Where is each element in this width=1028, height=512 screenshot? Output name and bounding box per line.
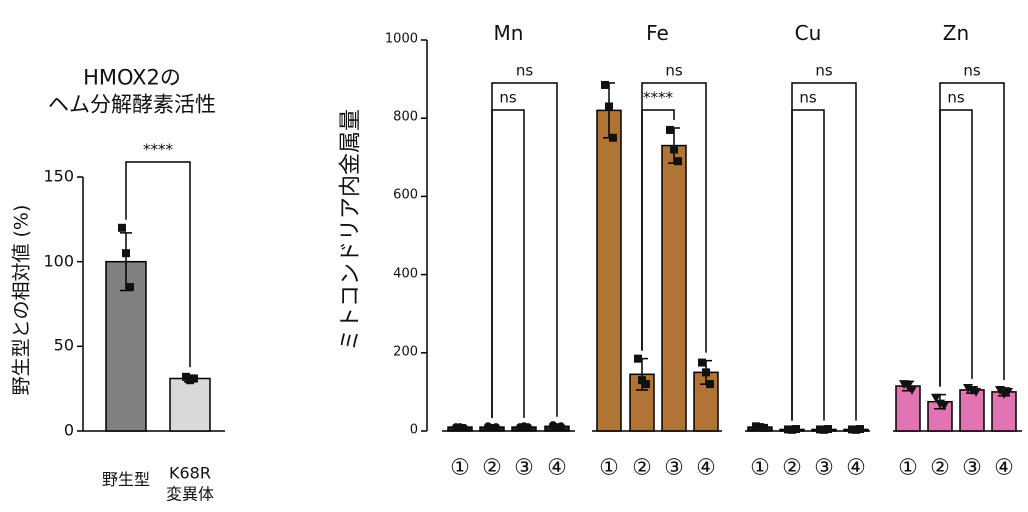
data-point bbox=[698, 358, 706, 367]
data-point bbox=[792, 425, 800, 434]
x-tick-label: ④ bbox=[696, 455, 716, 481]
x-tick-label: ② bbox=[930, 455, 950, 481]
y-tick-label: 150 bbox=[43, 166, 74, 186]
significance-bracket bbox=[939, 82, 1005, 387]
significance-bracket bbox=[791, 109, 825, 421]
significance-label: ns bbox=[665, 61, 683, 80]
group-label: Mn bbox=[493, 21, 524, 45]
data-point bbox=[856, 425, 864, 434]
significance-label: **** bbox=[143, 140, 173, 159]
data-point bbox=[126, 283, 134, 292]
data-point bbox=[760, 423, 768, 432]
y-tick-label: 200 bbox=[393, 344, 418, 360]
x-tick-label: ④ bbox=[846, 455, 866, 481]
x-tick-label: ① bbox=[599, 455, 619, 481]
significance-bracket bbox=[641, 82, 707, 353]
chart-title: HMOX2の ヘム分解酵素活性 bbox=[48, 65, 216, 117]
significance-label: ns bbox=[947, 88, 965, 107]
x-tick-label: ③ bbox=[664, 455, 684, 481]
x-tick-label: ① bbox=[898, 455, 918, 481]
data-point bbox=[702, 368, 710, 377]
significance-label: ns bbox=[499, 88, 517, 107]
y-tick-label: 400 bbox=[393, 266, 418, 282]
significance-bracket bbox=[791, 82, 857, 421]
data-point bbox=[524, 423, 532, 432]
data-point bbox=[118, 223, 126, 232]
x-tick-label: ④ bbox=[994, 455, 1014, 481]
x-tick-label: ③ bbox=[962, 455, 982, 481]
bar bbox=[661, 144, 687, 432]
data-point bbox=[634, 354, 642, 363]
data-point bbox=[666, 125, 674, 134]
x-tick-label: ③ bbox=[514, 455, 534, 481]
y-tick-label: 1000 bbox=[384, 31, 418, 47]
data-point bbox=[557, 422, 565, 431]
significance-bracket bbox=[939, 109, 973, 387]
bar bbox=[596, 109, 622, 432]
data-point bbox=[601, 80, 609, 89]
data-point bbox=[674, 157, 682, 166]
significance-label: ns bbox=[515, 61, 534, 80]
data-point bbox=[907, 385, 917, 395]
data-point bbox=[1003, 387, 1013, 397]
y-axis-label: 野生型との相対値 (%) bbox=[10, 204, 33, 396]
bar bbox=[169, 377, 211, 432]
y-tick-label: 0 bbox=[63, 420, 74, 440]
x-tick-label: ③ bbox=[814, 455, 834, 481]
y-tick-label: 50 bbox=[53, 335, 74, 355]
data-point bbox=[971, 387, 981, 397]
data-point bbox=[605, 102, 613, 111]
data-point bbox=[460, 423, 468, 432]
x-tick-label: 野生型 bbox=[101, 469, 151, 489]
x-tick-label: ② bbox=[782, 455, 802, 481]
data-point bbox=[609, 133, 617, 142]
data-point bbox=[670, 145, 678, 154]
group-label: Fe bbox=[646, 21, 669, 45]
group-label: Zn bbox=[942, 21, 970, 45]
bar bbox=[959, 389, 985, 432]
y-axis-label: ミトコンドリア内金属量 bbox=[338, 108, 364, 352]
significance-bracket bbox=[125, 161, 191, 368]
y-tick-label: 600 bbox=[393, 187, 418, 203]
data-point bbox=[939, 401, 949, 411]
y-tick-label: 800 bbox=[393, 109, 418, 125]
data-point bbox=[824, 425, 832, 434]
y-tick-label: 0 bbox=[409, 422, 418, 438]
group-label: Cu bbox=[794, 21, 822, 45]
data-point bbox=[190, 374, 198, 383]
significance-label: ns bbox=[799, 88, 817, 107]
x-tick-label: K68R 変異体 bbox=[165, 463, 215, 504]
significance-label: ns bbox=[963, 61, 981, 80]
y-tick-label: 100 bbox=[43, 251, 74, 271]
x-tick-label: ① bbox=[450, 455, 470, 481]
x-tick-label: ④ bbox=[547, 455, 567, 481]
x-tick-label: ② bbox=[632, 455, 652, 481]
data-point bbox=[931, 393, 941, 403]
data-point bbox=[492, 423, 500, 432]
significance-bracket bbox=[491, 109, 525, 418]
significance-bracket bbox=[491, 82, 558, 418]
x-tick-label: ① bbox=[750, 455, 770, 481]
significance-label: **** bbox=[643, 88, 673, 107]
data-point bbox=[706, 380, 714, 389]
bar bbox=[895, 385, 921, 432]
data-point bbox=[642, 380, 650, 389]
significance-label: ns bbox=[815, 61, 833, 80]
x-tick-label: ② bbox=[482, 455, 502, 481]
data-point bbox=[122, 249, 130, 258]
